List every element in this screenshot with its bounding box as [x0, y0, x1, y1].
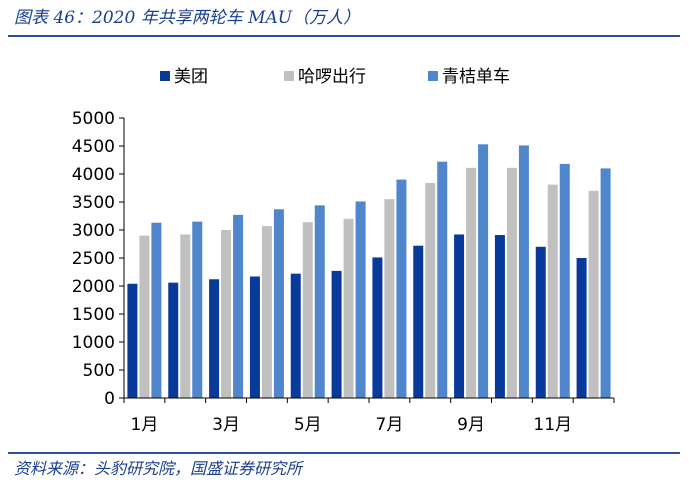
x-tick-label: 9月 — [457, 415, 485, 435]
y-tick-label: 3500 — [72, 193, 115, 213]
legend-label: 美团 — [174, 67, 208, 87]
bar — [139, 235, 150, 398]
legend-swatch — [428, 71, 438, 81]
y-axis: 0 500 1000 1500 2000 2500 3000 3500 4000 4500 5000 — [72, 109, 125, 409]
x-tick-label: 7月 — [376, 415, 404, 435]
bars — [127, 144, 611, 398]
bar — [600, 168, 611, 398]
y-tick-label: 2000 — [72, 277, 115, 297]
bar — [547, 184, 558, 398]
y-tick-label: 4500 — [72, 137, 115, 157]
bar — [372, 257, 383, 398]
y-tick-label: 1500 — [72, 305, 115, 325]
y-tick-label: 1000 — [72, 333, 115, 353]
bar — [249, 276, 260, 398]
bar — [221, 230, 232, 398]
source-note: 资料来源：头豹研究院，国盛证券研究所 — [14, 459, 303, 478]
figure-title: 图表 46：2020 年共享两轮车 MAU（万人） — [14, 8, 361, 28]
bar — [233, 214, 244, 398]
bar — [413, 245, 424, 398]
bar — [494, 235, 505, 398]
bar — [290, 273, 301, 398]
legend-label: 青桔单车 — [442, 67, 510, 87]
y-tick-label: 3000 — [72, 221, 115, 241]
legend-swatch — [284, 71, 294, 81]
bar — [331, 270, 342, 398]
y-tick-label: 4000 — [72, 165, 115, 185]
bar — [559, 163, 570, 398]
bar — [466, 167, 477, 398]
y-tick-label: 500 — [83, 361, 115, 381]
bar — [384, 199, 395, 398]
x-axis: 1月 3月 5月 7月 9月 11月 — [123, 397, 615, 435]
x-tick-label: 11月 — [533, 415, 572, 435]
x-tick-label: 3月 — [212, 415, 240, 435]
bar — [535, 246, 546, 398]
bottom-rule — [8, 452, 680, 454]
bar — [588, 190, 599, 398]
y-tick-label: 5000 — [72, 109, 115, 129]
y-tick-label: 0 — [104, 389, 115, 409]
y-tick-label: 2500 — [72, 249, 115, 269]
bar — [151, 222, 162, 398]
bar — [355, 201, 366, 398]
bar — [425, 182, 436, 398]
x-tick-label: 5月 — [294, 415, 322, 435]
bar — [518, 145, 529, 398]
x-tick-label: 1月 — [131, 415, 159, 435]
bar — [506, 167, 517, 398]
bar — [576, 258, 587, 398]
bar — [396, 179, 407, 398]
bar — [437, 161, 448, 398]
bar — [478, 144, 489, 398]
legend: 美团 哈啰出行 青桔单车 — [160, 67, 510, 87]
legend-label: 哈啰出行 — [298, 67, 366, 87]
top-rule — [8, 35, 680, 37]
legend-swatch — [160, 71, 170, 81]
bar — [168, 282, 179, 398]
bar — [261, 226, 272, 398]
bar — [180, 234, 191, 398]
bar — [273, 209, 284, 398]
bar — [209, 279, 220, 398]
bar — [314, 205, 325, 398]
bar — [343, 218, 354, 398]
bar — [302, 222, 313, 398]
bar — [127, 283, 138, 398]
bar — [192, 221, 203, 398]
bar — [454, 234, 465, 398]
